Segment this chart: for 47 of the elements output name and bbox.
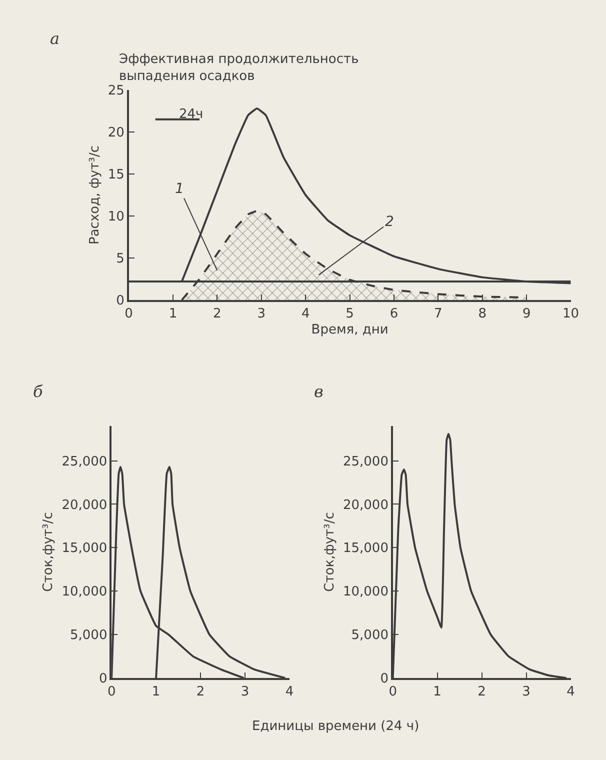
y-tick-label: 10 — [108, 210, 124, 225]
y-tick-label: 5,000 — [351, 628, 388, 644]
annotation: 24ч — [179, 107, 204, 122]
x-tick-label: 2 — [213, 306, 222, 322]
x-tick-label: 4 — [566, 684, 575, 700]
y-tick-label: 20,000 — [342, 498, 388, 513]
y-tick-label: 10,000 — [62, 584, 108, 600]
y-tick-label: 25,000 — [62, 454, 108, 470]
x-tick-label: 1 — [168, 306, 178, 322]
y-tick-label: 20,000 — [62, 498, 108, 513]
x-tick-label: 1 — [433, 684, 442, 700]
x-tick-label: 4 — [301, 306, 310, 322]
x-tick-label: 7 — [434, 306, 442, 322]
y-axis-title: Расход, фут³/с — [87, 146, 102, 244]
x-tick-label: 9 — [522, 306, 531, 322]
annotation: 2 — [385, 214, 394, 230]
y-axis-title: Сток,фут³/с — [41, 512, 56, 592]
x-tick-label: 8 — [478, 306, 487, 322]
x-tick-label: 1 — [152, 684, 160, 700]
text: Эффективная продолжительность выпадения осадков — [119, 52, 359, 84]
y-tick-label: 0 — [116, 294, 124, 309]
chart-title: а — [50, 29, 60, 48]
x-tick-label: 4 — [285, 684, 294, 700]
y-tick-label: 25 — [108, 84, 124, 99]
y-axis-title: Сток,фут³/с — [322, 512, 338, 592]
y-tick-label: 20 — [108, 126, 124, 141]
x-tick-label: 3 — [240, 684, 250, 700]
chart-title: б — [33, 382, 43, 401]
y-tick-label: 0 — [380, 672, 388, 687]
y-tick-label: 15,000 — [342, 541, 388, 556]
annotation: 1 — [175, 181, 184, 197]
y-tick-label: 15,000 — [62, 541, 108, 556]
x-tick-label: 3 — [257, 306, 266, 322]
y-tick-label: 15 — [108, 168, 124, 183]
x-axis-title: Время, дни — [311, 322, 388, 338]
y-tick-label: 5 — [116, 252, 124, 267]
x-axis-title: Единицы времени (24 ч) — [252, 719, 420, 734]
x-tick-label: 3 — [522, 684, 530, 700]
y-tick-label: 10,000 — [342, 584, 388, 600]
y-tick-label: 5,000 — [70, 628, 108, 644]
x-tick-label: 10 — [562, 306, 580, 322]
y-tick-label: 25,000 — [342, 454, 388, 470]
x-tick-label: 2 — [478, 684, 486, 700]
chart-title: в — [314, 382, 324, 401]
y-tick-label: 0 — [98, 672, 108, 687]
x-tick-label: 2 — [196, 684, 205, 700]
x-tick-label: 6 — [390, 306, 398, 322]
